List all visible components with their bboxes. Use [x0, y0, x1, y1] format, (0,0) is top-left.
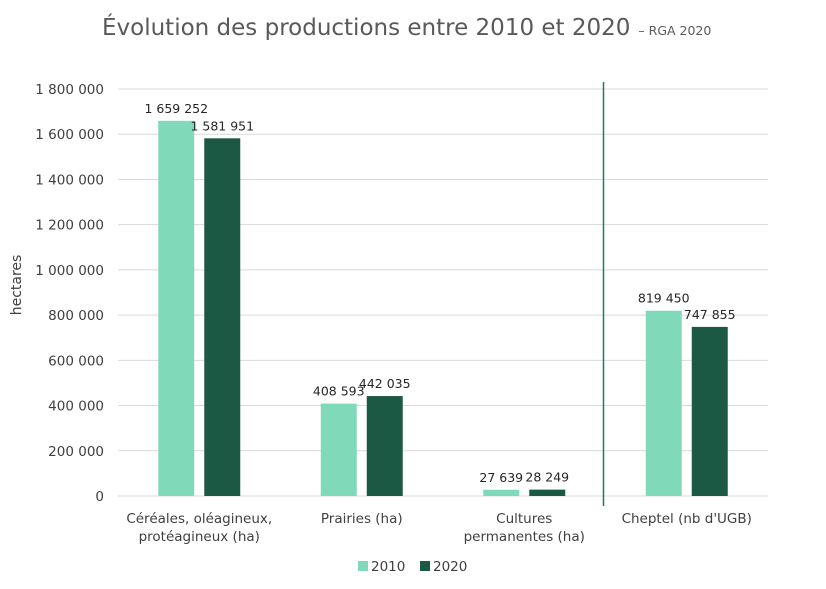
bar-2020: [204, 138, 241, 497]
y-tick-label: 0: [95, 489, 104, 505]
data-label-2010: 1 659 252: [144, 101, 208, 116]
bar-2020: [529, 489, 566, 496]
legend-swatch-2010: [358, 561, 368, 571]
y-tick-label: 1 600 000: [35, 127, 104, 143]
bar-2020: [366, 396, 403, 496]
y-axis-label: hectares: [9, 255, 25, 316]
y-axis-ticks: 0 200 000 400 000 600 000 800 000 1 000 000 1 …: [35, 82, 104, 505]
chart-subtitle: – RGA 2020: [638, 23, 711, 38]
x-category-label: Prairies (ha): [321, 511, 403, 527]
bar-2010: [320, 403, 357, 496]
bar-2020: [691, 326, 728, 496]
x-category-label: Cultures permanentes (ha): [464, 511, 585, 545]
data-label-2020: 747 855: [684, 307, 736, 322]
legend-label-2010: 2010: [371, 559, 405, 575]
y-tick-label: 800 000: [48, 308, 104, 324]
y-tick-label: 200 000: [48, 444, 104, 460]
legend: 2010 2020: [358, 559, 467, 575]
data-label-2010: 408 593: [313, 384, 365, 399]
x-category-label: Céréales, oléagineux, protéagineux (ha): [126, 511, 272, 545]
y-tick-label: 1 800 000: [35, 82, 104, 98]
y-tick-label: 1 400 000: [35, 172, 104, 188]
data-label-2010: 819 450: [638, 291, 690, 306]
data-label-2020: 28 249: [525, 470, 569, 485]
y-tick-label: 1 200 000: [35, 218, 104, 234]
data-label-2020: 1 581 951: [190, 118, 254, 133]
data-label-2020: 442 035: [359, 376, 411, 391]
bar-2010: [158, 120, 195, 497]
y-tick-label: 1 000 000: [35, 263, 104, 279]
bar-2010: [645, 310, 682, 496]
x-category-label: Cheptel (nb d'UGB): [622, 511, 752, 527]
legend-label-2020: 2020: [433, 559, 467, 575]
data-label-2010: 27 639: [479, 470, 523, 485]
chart-title: Évolution des productions entre 2010 et …: [102, 13, 711, 41]
chart-title-main: Évolution des productions entre 2010 et …: [102, 13, 630, 41]
bar-2010: [483, 489, 520, 496]
legend-swatch-2020: [420, 561, 430, 571]
x-axis-categories: Céréales, oléagineux, protéagineux (ha) Pr…: [126, 511, 752, 545]
y-tick-label: 400 000: [48, 399, 104, 415]
bars: [158, 120, 728, 497]
y-tick-label: 600 000: [48, 353, 104, 369]
